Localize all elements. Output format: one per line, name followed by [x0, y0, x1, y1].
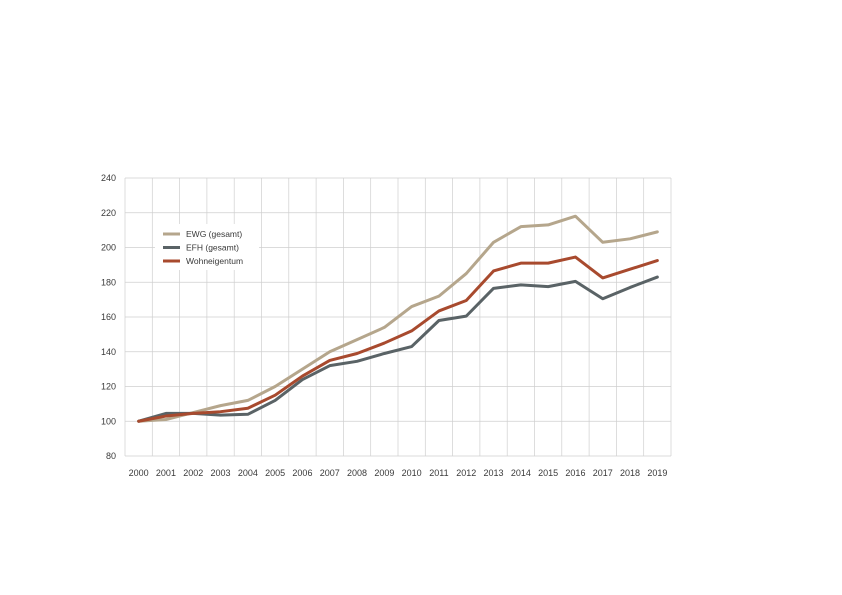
- data-point: [301, 375, 304, 378]
- data-point: [137, 420, 140, 423]
- data-point: [328, 364, 331, 367]
- data-point: [410, 345, 413, 348]
- data-point: [356, 338, 359, 341]
- y-tick-label: 180: [101, 277, 116, 287]
- data-point: [246, 407, 249, 410]
- data-point: [519, 225, 522, 228]
- data-point: [192, 412, 195, 415]
- data-point: [437, 319, 440, 322]
- data-point: [274, 385, 277, 388]
- x-tick-label: 2004: [238, 468, 258, 478]
- data-point: [492, 241, 495, 244]
- data-point: [219, 414, 222, 417]
- data-point: [656, 276, 659, 279]
- data-point: [410, 329, 413, 332]
- y-tick-label: 240: [101, 173, 116, 183]
- data-point: [547, 223, 550, 226]
- x-tick-label: 2017: [593, 468, 613, 478]
- legend-label: Wohneigentum: [186, 256, 243, 266]
- data-point: [601, 276, 604, 279]
- y-tick-label: 80: [106, 451, 116, 461]
- y-tick-label: 160: [101, 312, 116, 322]
- data-point: [164, 415, 167, 418]
- x-tick-label: 2018: [620, 468, 640, 478]
- x-tick-label: 2014: [511, 468, 531, 478]
- data-point: [492, 269, 495, 272]
- data-point: [356, 360, 359, 363]
- data-point: [437, 295, 440, 298]
- data-point: [629, 286, 632, 289]
- data-point: [383, 352, 386, 355]
- data-point: [246, 399, 249, 402]
- data-point: [629, 268, 632, 271]
- data-point: [328, 350, 331, 353]
- data-point: [465, 315, 468, 318]
- data-point: [219, 410, 222, 413]
- x-tick-label: 2015: [538, 468, 558, 478]
- data-point: [574, 256, 577, 259]
- x-tick-label: 2003: [211, 468, 231, 478]
- data-point: [383, 326, 386, 329]
- x-tick-label: 2006: [292, 468, 312, 478]
- data-point: [656, 259, 659, 262]
- y-tick-label: 100: [101, 416, 116, 426]
- data-point: [274, 399, 277, 402]
- data-point: [219, 404, 222, 407]
- data-point: [465, 272, 468, 275]
- y-tick-label: 220: [101, 208, 116, 218]
- x-tick-label: 2008: [347, 468, 367, 478]
- data-point: [574, 215, 577, 218]
- data-point: [356, 352, 359, 355]
- x-tick-label: 2001: [156, 468, 176, 478]
- x-tick-label: 2005: [265, 468, 285, 478]
- data-point: [574, 280, 577, 283]
- series-lines: [137, 214, 659, 423]
- data-point: [383, 342, 386, 345]
- x-tick-label: 2002: [183, 468, 203, 478]
- x-tick-label: 2000: [129, 468, 149, 478]
- series-line-efh-gesamt: [137, 275, 659, 423]
- legend-label: EWG (gesamt): [186, 229, 242, 239]
- data-point: [301, 368, 304, 371]
- data-point: [492, 287, 495, 290]
- y-axis: 80 100 120 140 160 180 200 220 240: [101, 173, 116, 461]
- data-point: [465, 299, 468, 302]
- x-tick-label: 2009: [374, 468, 394, 478]
- data-point: [601, 297, 604, 300]
- x-tick-label: 2016: [565, 468, 585, 478]
- data-point: [519, 262, 522, 265]
- x-tick-label: 2013: [484, 468, 504, 478]
- x-tick-label: 2011: [429, 468, 448, 478]
- x-axis: 2000 2001 2002 2003 2004 2005 2006 2007 2008 2009…: [129, 468, 668, 478]
- data-point: [328, 359, 331, 362]
- series-line-wohneigentum: [137, 255, 659, 423]
- data-point: [547, 262, 550, 265]
- x-tick-label: 2012: [456, 468, 476, 478]
- data-point: [274, 394, 277, 397]
- y-tick-label: 140: [101, 347, 116, 357]
- data-point: [246, 413, 249, 416]
- series-line-ewg-gesamt: [137, 214, 659, 423]
- data-point: [437, 309, 440, 312]
- data-point: [164, 418, 167, 421]
- x-tick-label: 2007: [320, 468, 340, 478]
- data-point: [410, 305, 413, 308]
- data-point: [547, 285, 550, 288]
- legend: EWG (gesamt) EFH (gesamt) Wohneigentum: [155, 224, 259, 270]
- y-tick-label: 200: [101, 243, 116, 253]
- data-point: [656, 230, 659, 233]
- x-tick-label: 2010: [402, 468, 422, 478]
- data-point: [601, 241, 604, 244]
- data-point: [519, 283, 522, 286]
- x-tick-label: 2019: [647, 468, 667, 478]
- data-point: [629, 237, 632, 240]
- y-tick-label: 120: [101, 382, 116, 392]
- legend-label: EFH (gesamt): [186, 243, 239, 253]
